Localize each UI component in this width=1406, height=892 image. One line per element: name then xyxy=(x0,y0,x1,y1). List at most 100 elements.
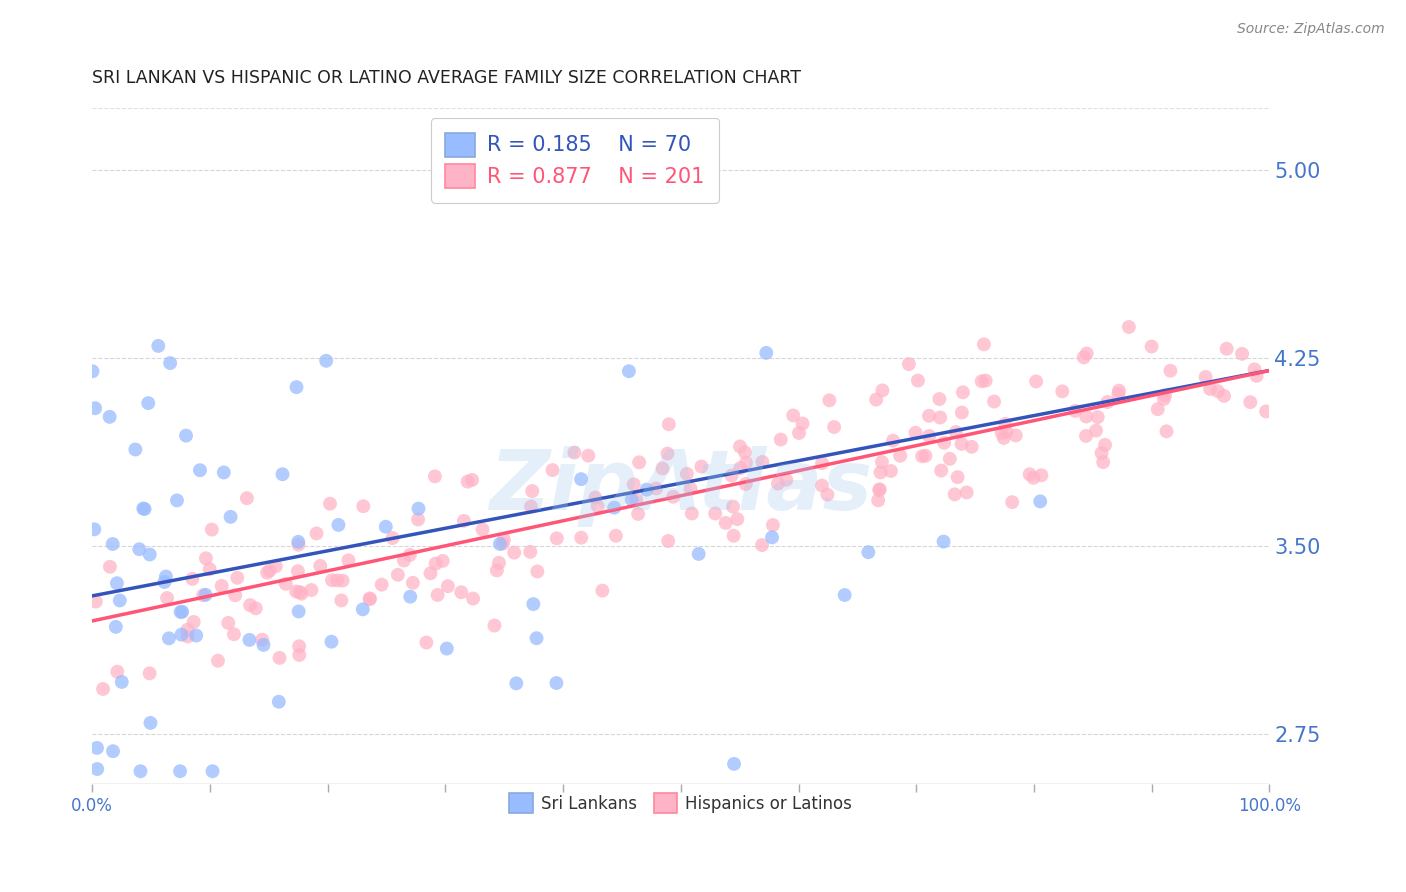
Text: Source: ZipAtlas.com: Source: ZipAtlas.com xyxy=(1237,22,1385,37)
Point xyxy=(751,455,773,469)
Point xyxy=(105,576,128,591)
Point xyxy=(287,534,309,549)
Point xyxy=(569,531,592,545)
Point xyxy=(918,429,941,443)
Point xyxy=(423,469,446,483)
Point xyxy=(101,537,124,551)
Point xyxy=(188,463,211,477)
Point xyxy=(929,410,952,425)
Point xyxy=(238,632,260,647)
Point xyxy=(620,492,643,507)
Point xyxy=(929,464,952,478)
Point xyxy=(526,631,548,645)
Point xyxy=(1085,424,1108,438)
Point xyxy=(432,554,454,568)
Point xyxy=(868,483,890,498)
Point xyxy=(155,569,177,583)
Point xyxy=(138,666,160,681)
Point xyxy=(1206,384,1229,398)
Point xyxy=(503,546,526,560)
Point xyxy=(201,764,224,779)
Point xyxy=(541,463,564,477)
Point xyxy=(139,715,162,730)
Point xyxy=(1146,402,1168,417)
Point xyxy=(84,401,107,416)
Point xyxy=(882,434,904,448)
Point xyxy=(1097,395,1119,409)
Point xyxy=(408,501,430,516)
Point xyxy=(1052,384,1074,399)
Point xyxy=(950,406,973,420)
Point xyxy=(995,425,1018,439)
Point xyxy=(519,545,541,559)
Point xyxy=(658,417,681,432)
Point xyxy=(252,638,274,652)
Point xyxy=(159,356,181,370)
Point xyxy=(868,493,890,508)
Point xyxy=(105,665,128,679)
Point xyxy=(1076,409,1098,424)
Point xyxy=(406,512,429,526)
Point xyxy=(974,374,997,388)
Point xyxy=(104,620,127,634)
Point xyxy=(769,433,792,447)
Point xyxy=(1118,320,1140,334)
Point xyxy=(256,566,278,580)
Point xyxy=(690,459,713,474)
Point xyxy=(546,531,568,545)
Point xyxy=(191,588,214,602)
Point xyxy=(485,563,508,577)
Point xyxy=(939,451,962,466)
Point xyxy=(86,740,108,755)
Point xyxy=(285,380,308,394)
Text: ZipAtlas: ZipAtlas xyxy=(489,446,872,526)
Point xyxy=(688,547,710,561)
Point xyxy=(520,500,543,514)
Point xyxy=(869,483,891,497)
Point xyxy=(299,582,322,597)
Point xyxy=(170,605,193,619)
Point xyxy=(488,556,510,570)
Point xyxy=(359,591,381,606)
Point xyxy=(651,461,673,475)
Point xyxy=(98,559,121,574)
Point xyxy=(392,553,415,567)
Point xyxy=(236,491,259,505)
Point xyxy=(321,573,343,587)
Point xyxy=(267,695,290,709)
Point xyxy=(492,533,515,547)
Point xyxy=(645,482,668,496)
Point xyxy=(186,628,208,642)
Point xyxy=(166,493,188,508)
Point xyxy=(973,337,995,351)
Point xyxy=(657,533,679,548)
Point xyxy=(402,575,425,590)
Point xyxy=(522,597,544,611)
Point xyxy=(1001,495,1024,509)
Point xyxy=(169,764,191,779)
Point xyxy=(662,490,685,504)
Point xyxy=(1153,392,1175,406)
Point xyxy=(124,442,146,457)
Point xyxy=(834,588,856,602)
Point xyxy=(1243,362,1265,376)
Point xyxy=(288,648,311,662)
Point xyxy=(82,364,104,378)
Point xyxy=(755,346,778,360)
Point xyxy=(259,564,281,578)
Point xyxy=(492,536,515,550)
Point xyxy=(704,507,727,521)
Point xyxy=(319,497,342,511)
Point xyxy=(471,523,494,537)
Point xyxy=(108,593,131,607)
Point xyxy=(217,615,239,630)
Point xyxy=(605,529,627,543)
Point xyxy=(250,632,273,647)
Point xyxy=(960,440,983,454)
Point xyxy=(174,428,197,442)
Point xyxy=(269,651,291,665)
Point xyxy=(676,467,699,481)
Point xyxy=(811,478,834,492)
Point xyxy=(198,562,221,576)
Point xyxy=(453,514,475,528)
